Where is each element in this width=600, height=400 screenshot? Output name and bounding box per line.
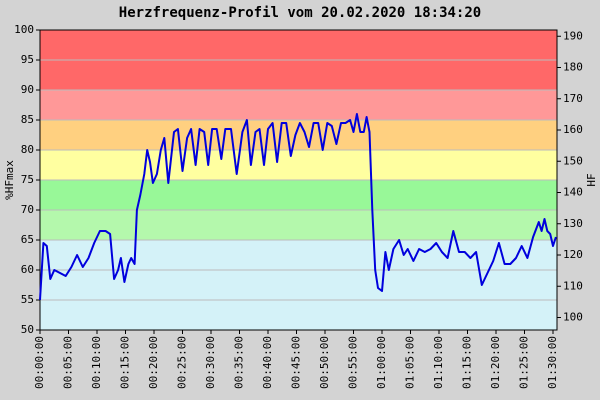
y-tick-label: 55 [21, 293, 34, 306]
y2-tick-label: 140 [563, 186, 583, 199]
x-tick-label: 00:00:00 [33, 336, 46, 389]
y-tick-label: 60 [21, 263, 34, 276]
x-tick-label: 00:25:00 [176, 336, 189, 389]
zone [40, 210, 557, 240]
y-tick-label: 50 [21, 323, 34, 336]
y2-tick-label: 110 [563, 279, 583, 292]
x-tick-label: 00:30:00 [204, 336, 217, 389]
x-tick-label: 00:35:00 [233, 336, 246, 389]
x-tick-label: 01:05:00 [404, 336, 417, 389]
chart-title: Herzfrequenz-Profil vom 20.02.2020 18:34… [119, 5, 481, 21]
zone [40, 90, 557, 120]
y2-tick-label: 130 [563, 217, 583, 230]
x-tick-label: 01:10:00 [432, 336, 445, 389]
y-tick-label: 80 [21, 143, 34, 156]
x-tick-label: 00:15:00 [119, 336, 132, 389]
x-tick-label: 01:25:00 [518, 336, 531, 389]
y-tick-label: 70 [21, 203, 34, 216]
x-tick-label: 00:05:00 [62, 336, 75, 389]
y2-tick-label: 170 [563, 92, 583, 105]
x-tick-label: 00:20:00 [147, 336, 160, 389]
x-tick-label: 01:15:00 [461, 336, 474, 389]
y-tick-label: 65 [21, 233, 34, 246]
y-tick-label: 100 [14, 23, 34, 36]
x-tick-label: 00:50:00 [318, 336, 331, 389]
hr-line [39, 113, 557, 301]
y2-axis-label: HF [585, 173, 598, 186]
y2-tick-label: 150 [563, 154, 583, 167]
y2-tick-label: 190 [563, 29, 583, 42]
x-tick-label: 01:20:00 [489, 336, 502, 389]
y2-tick-label: 160 [563, 123, 583, 136]
y-tick-label: 95 [21, 53, 34, 66]
x-tick-label: 01:00:00 [375, 336, 388, 389]
y-tick-label: 85 [21, 113, 34, 126]
y2-tick-label: 180 [563, 61, 583, 74]
zone [40, 240, 557, 330]
x-tick-label: 01:30:00 [546, 336, 559, 389]
x-tick-label: 00:10:00 [90, 336, 103, 389]
y2-tick-label: 100 [563, 311, 583, 324]
y-axis-label: %HFmax [3, 160, 16, 200]
x-tick-label: 00:45:00 [290, 336, 303, 389]
y2-tick-label: 120 [563, 248, 583, 261]
y-tick-label: 75 [21, 173, 34, 186]
zone [40, 180, 557, 210]
x-tick-label: 00:55:00 [347, 336, 360, 389]
y-tick-label: 90 [21, 83, 34, 96]
x-tick-label: 00:40:00 [261, 336, 274, 389]
plot-frame [39, 29, 558, 331]
zone [40, 150, 557, 180]
